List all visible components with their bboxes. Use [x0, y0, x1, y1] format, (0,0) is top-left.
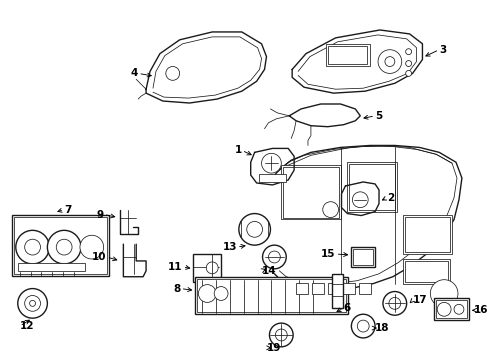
Text: 4: 4	[131, 68, 138, 78]
Circle shape	[24, 296, 41, 311]
Bar	[325, 44, 369, 66]
Text: 2: 2	[386, 193, 393, 203]
Circle shape	[352, 192, 367, 208]
Circle shape	[56, 239, 72, 255]
Text: 6: 6	[343, 303, 350, 313]
Circle shape	[18, 289, 47, 318]
Circle shape	[30, 300, 36, 306]
Circle shape	[322, 202, 338, 217]
Text: 10: 10	[92, 252, 106, 262]
Circle shape	[165, 67, 179, 80]
Circle shape	[453, 304, 463, 314]
Bar	[404, 216, 449, 252]
Circle shape	[268, 251, 280, 263]
Bar	[197, 279, 346, 312]
Circle shape	[351, 314, 374, 338]
Circle shape	[405, 49, 411, 55]
Circle shape	[238, 213, 270, 245]
Circle shape	[246, 221, 262, 237]
Bar	[435, 300, 466, 318]
Circle shape	[261, 153, 281, 173]
Bar	[14, 216, 106, 274]
Circle shape	[275, 329, 286, 341]
Circle shape	[388, 297, 400, 309]
Text: 14: 14	[261, 266, 276, 276]
Text: 9: 9	[96, 210, 103, 220]
Bar	[353, 249, 372, 265]
Bar	[258, 174, 285, 182]
Text: 18: 18	[374, 323, 389, 333]
Circle shape	[16, 230, 49, 264]
Bar	[359, 283, 370, 294]
Text: 7: 7	[64, 204, 71, 215]
Circle shape	[382, 292, 406, 315]
Circle shape	[24, 239, 41, 255]
Bar	[195, 277, 348, 314]
Circle shape	[377, 50, 401, 73]
Text: 16: 16	[473, 305, 488, 315]
Circle shape	[436, 302, 450, 316]
Bar	[343, 283, 355, 294]
Bar	[331, 274, 343, 308]
Bar	[18, 263, 85, 271]
Bar	[193, 254, 221, 282]
Bar	[349, 164, 394, 210]
Circle shape	[206, 262, 218, 274]
Bar	[351, 247, 374, 267]
Bar	[404, 261, 447, 282]
Bar	[402, 215, 451, 254]
Text: 12: 12	[20, 321, 34, 331]
Bar	[281, 165, 340, 220]
Circle shape	[384, 57, 394, 67]
Text: 13: 13	[222, 242, 236, 252]
Circle shape	[405, 60, 411, 67]
Circle shape	[80, 235, 103, 259]
Circle shape	[357, 320, 368, 332]
Circle shape	[47, 230, 81, 264]
Bar	[346, 162, 396, 212]
Text: 5: 5	[374, 111, 382, 121]
Circle shape	[198, 285, 216, 302]
Text: 17: 17	[412, 296, 427, 305]
Bar	[296, 283, 307, 294]
Text: 19: 19	[266, 343, 280, 353]
Text: 11: 11	[168, 262, 182, 272]
Circle shape	[262, 245, 285, 269]
Bar	[327, 46, 366, 63]
Text: 1: 1	[234, 145, 242, 156]
Bar	[283, 167, 338, 217]
Text: 8: 8	[173, 284, 180, 293]
Bar	[402, 259, 449, 284]
Bar	[12, 215, 108, 276]
Circle shape	[214, 287, 227, 300]
Circle shape	[405, 71, 411, 76]
Circle shape	[269, 323, 292, 347]
Text: 3: 3	[438, 45, 446, 55]
Bar	[311, 283, 323, 294]
Text: 15: 15	[321, 249, 335, 259]
Bar	[433, 298, 468, 320]
Circle shape	[429, 280, 457, 307]
Bar	[327, 283, 339, 294]
